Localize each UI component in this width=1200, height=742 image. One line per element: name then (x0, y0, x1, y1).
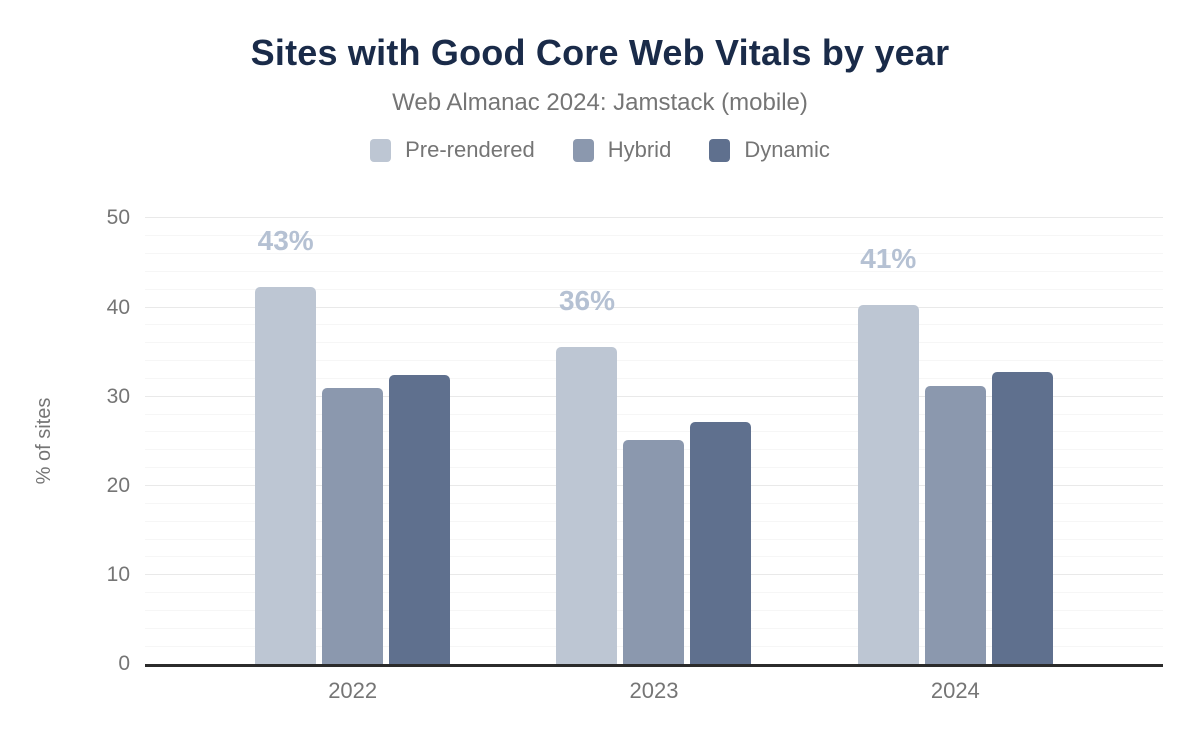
legend: Pre-rendered Hybrid Dynamic (0, 137, 1200, 163)
bar-dynamic-2022 (389, 374, 451, 665)
bar-dynamic-2024 (991, 371, 1053, 665)
bar-hybrid-2023 (623, 439, 685, 665)
minor-gridline (145, 270, 1163, 272)
minor-gridline (145, 377, 1163, 379)
minor-gridline (145, 253, 1163, 255)
bar-pre-rendered-2023: 36% (556, 285, 618, 665)
bar-value-label: 36% (558, 284, 616, 316)
core-web-vitals-chart: Sites with Good Core Web Vitals by year … (0, 32, 1200, 742)
legend-swatch-icon (370, 138, 392, 162)
minor-gridline (145, 342, 1163, 344)
y-tick-label: 40 (106, 295, 130, 319)
legend-item: Hybrid (572, 137, 672, 163)
bar-pre-rendered-2022: 43% (255, 225, 317, 665)
y-tick-label: 20 (106, 474, 130, 497)
bar-group-2024: 41% (805, 218, 1106, 665)
minor-gridline (145, 288, 1163, 290)
y-tick-label: 10 (106, 563, 130, 587)
y-axis-title: % of sites (33, 398, 55, 485)
bar-hybrid-2022 (322, 387, 384, 665)
legend-label: Dynamic (744, 137, 830, 163)
plot-area: % of sites 0 10 20 30 40 50 43% 36% 41% (33, 207, 1163, 675)
legend-label: Pre-rendered (405, 137, 535, 163)
minor-gridline (145, 235, 1163, 237)
bar-value-label: 43% (257, 225, 314, 257)
x-tick-label: 2024 (930, 678, 980, 704)
minor-gridline (145, 360, 1163, 362)
bar-value-label: 41% (860, 242, 917, 274)
major-gridline (145, 395, 1163, 397)
x-axis-labels: 2022 2023 2024 (145, 678, 1163, 704)
legend-item: Pre-rendered (370, 137, 535, 163)
legend-swatch-icon (709, 138, 731, 162)
legend-label: Hybrid (607, 137, 672, 163)
minor-gridline (145, 431, 1163, 433)
minor-gridline (145, 413, 1163, 415)
bar-group-2022: 43% (202, 218, 503, 665)
chart-title: Sites with Good Core Web Vitals by year (250, 32, 950, 73)
major-gridline (145, 306, 1163, 308)
x-axis-baseline (145, 664, 1163, 668)
major-gridline (145, 217, 1163, 219)
legend-swatch-icon (572, 138, 594, 162)
bar-hybrid-2024 (924, 386, 986, 665)
x-tick-label: 2023 (629, 678, 679, 704)
bar-dynamic-2023 (690, 421, 752, 665)
bar-group-2023: 36% (503, 218, 804, 665)
bar-groups: 43% 36% 41% (145, 218, 1163, 665)
y-tick-label: 30 (106, 384, 130, 408)
x-tick-label: 2022 (328, 678, 378, 704)
legend-item: Dynamic (709, 137, 830, 163)
y-tick-label: 50 (106, 206, 130, 230)
minor-gridline (145, 324, 1163, 326)
bar-pre-rendered-2024: 41% (857, 243, 919, 665)
chart-subtitle: Web Almanac 2024: Jamstack (mobile) (392, 89, 808, 117)
y-tick-label: 0 (118, 652, 130, 676)
